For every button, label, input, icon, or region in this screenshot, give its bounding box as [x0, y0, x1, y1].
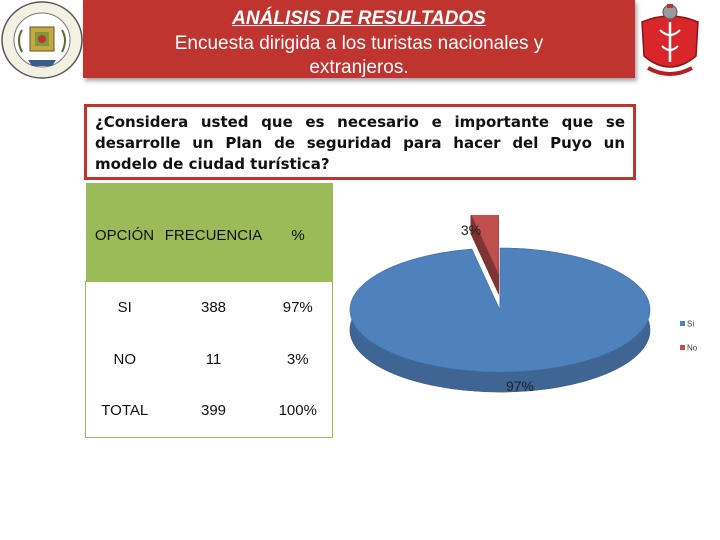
legend-swatch-no: [680, 345, 685, 350]
header-option: OPCIÓN: [94, 227, 155, 245]
row-percent: 97%: [282, 298, 313, 316]
row-frequency: 388: [200, 298, 227, 316]
row-percent: 3%: [286, 350, 309, 368]
header-frequency: FRECUENCIA: [164, 227, 263, 245]
row-option: TOTAL: [101, 402, 149, 420]
table-row: NO 11 3%: [86, 333, 333, 385]
table-header-row: OPCIÓN FRECUENCIA %: [85, 183, 333, 281]
header-banner: ANÁLISIS DE RESULTADOS Encuesta dirigida…: [83, 0, 635, 78]
row-option: NO: [113, 350, 137, 368]
pie-slice-no: [470, 215, 499, 295]
row-frequency: 11: [205, 350, 222, 368]
legend-label-si: Si: [687, 320, 694, 329]
survey-question: ¿Considera usted que es necesario e impo…: [84, 104, 636, 180]
pie-slice-si: [349, 247, 651, 393]
results-table: OPCIÓN FRECUENCIA % SI 388 97% NO 11 3% …: [85, 183, 333, 438]
header-percent: %: [291, 227, 305, 245]
row-option: SI: [117, 298, 132, 316]
data-label-si: 97%: [506, 378, 534, 394]
row-percent: 100%: [278, 402, 317, 420]
pie-chart: 97% 3% Si No: [349, 215, 698, 394]
data-label-no: 3%: [461, 222, 481, 238]
legend-label-no: No: [687, 344, 698, 353]
row-frequency: 399: [200, 402, 227, 420]
page-title: ANÁLISIS DE RESULTADOS: [232, 8, 486, 29]
page-subtitle: Encuesta dirigida a los turistas naciona…: [174, 33, 544, 78]
crest-logo: [641, 4, 699, 76]
legend-swatch-si: [680, 321, 685, 326]
table-row: TOTAL 399 100%: [85, 385, 333, 437]
table-row: SI 388 97%: [86, 281, 333, 333]
university-logo: [1, 1, 83, 79]
